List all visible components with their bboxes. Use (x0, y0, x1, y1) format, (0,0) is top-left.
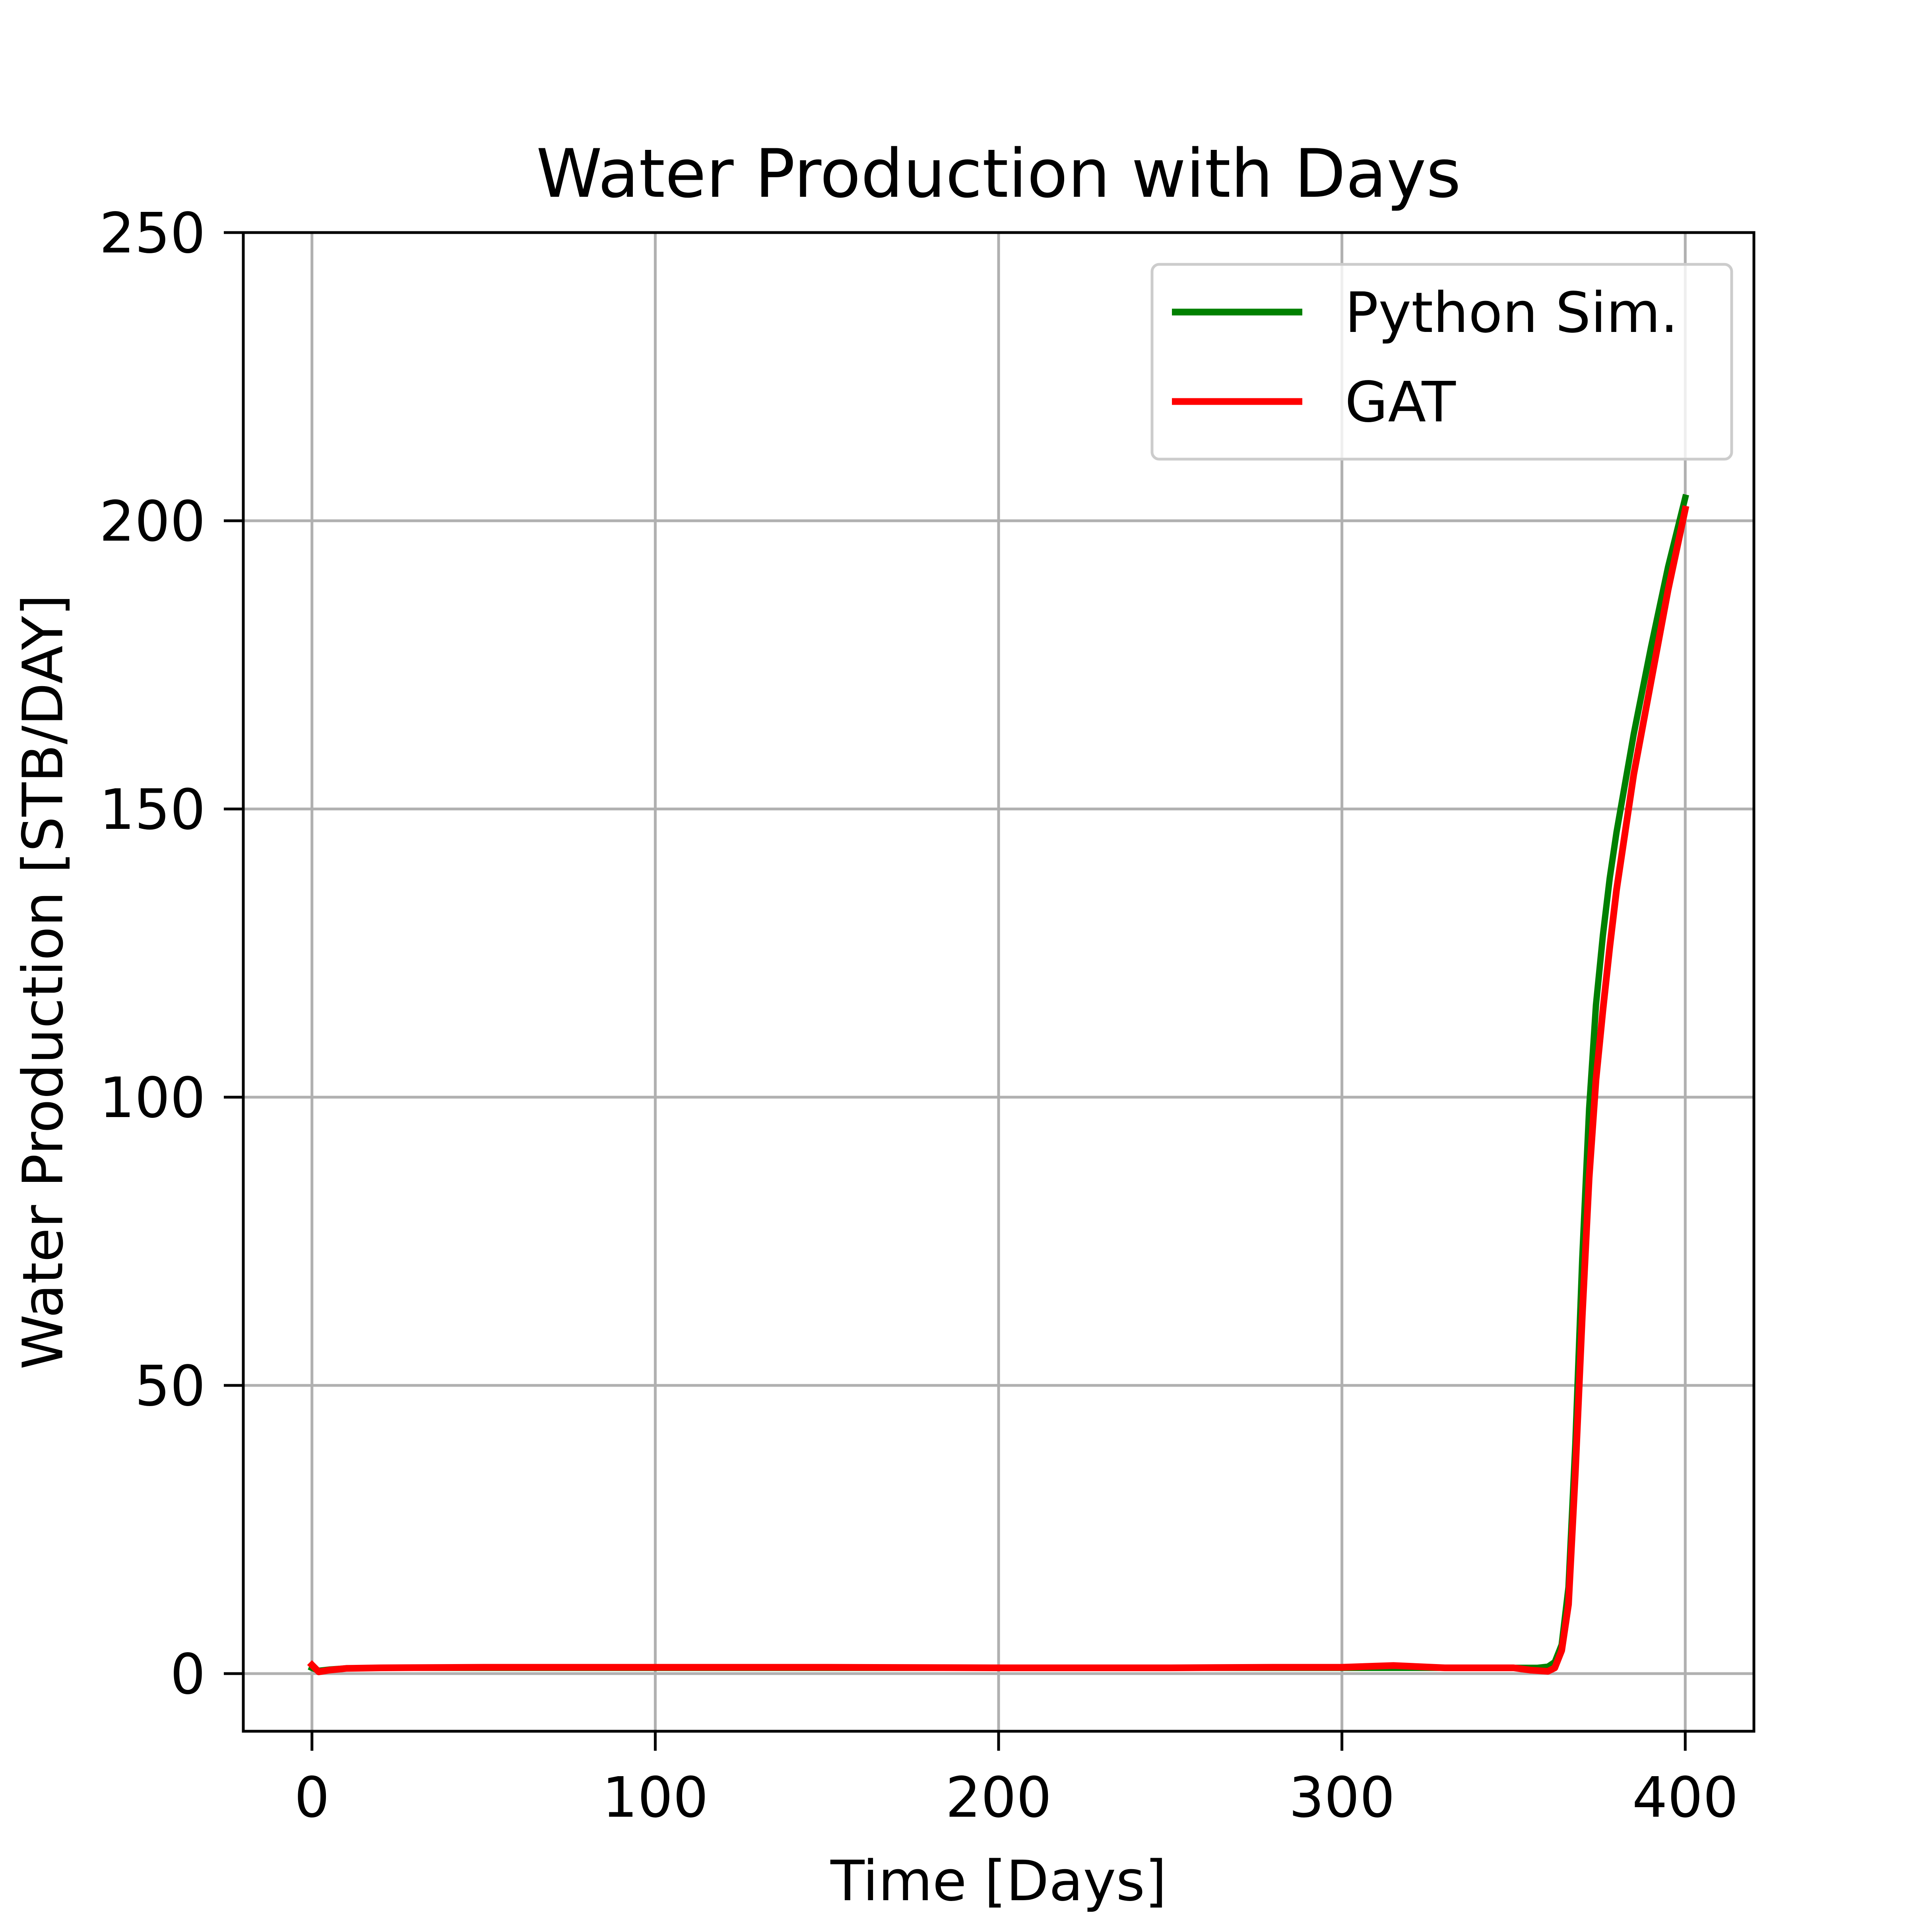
y-tick-label: 100 (99, 1066, 206, 1131)
y-tick-label: 50 (135, 1354, 206, 1419)
y-tick-label: 0 (170, 1642, 206, 1707)
x-axis-label: Time [Days] (830, 1849, 1167, 1914)
series-line-gat (307, 505, 1690, 1676)
x-tick-label: 100 (602, 1765, 708, 1830)
axis-ticks: 0 100 200 300 400 0 50 100 150 200 250 (99, 201, 1738, 1830)
x-tick-label: 200 (945, 1765, 1051, 1830)
series-lines (307, 494, 1690, 1676)
x-tick-label: 400 (1632, 1765, 1738, 1830)
legend-label: GAT (1345, 370, 1456, 435)
y-tick-label: 150 (99, 778, 206, 842)
x-tick-label: 0 (294, 1765, 330, 1830)
y-axis-label: Water Production [STB/DAY] (11, 594, 76, 1369)
legend: Python Sim. GAT (1150, 263, 1733, 461)
x-tick-label: 300 (1289, 1765, 1395, 1830)
y-tick-label: 250 (99, 201, 206, 266)
legend-label: Python Sim. (1345, 281, 1678, 345)
y-tick-label: 200 (99, 489, 206, 554)
chart-title: Water Production with Days (536, 135, 1461, 213)
